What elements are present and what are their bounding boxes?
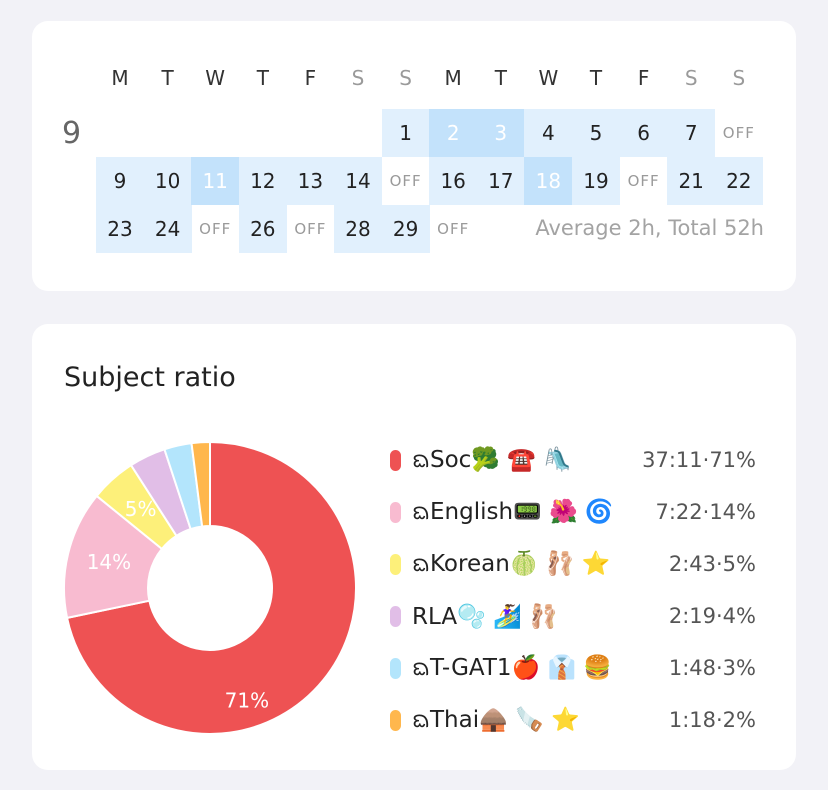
- subject-name: ᨳThai🛖 🪚 ⭐: [412, 706, 580, 733]
- slice-percent-label: 5%: [125, 497, 157, 521]
- legend-color-dot: [390, 657, 401, 679]
- day-cell[interactable]: 13: [286, 157, 335, 205]
- day-off-cell[interactable]: OFF: [199, 220, 232, 238]
- day-cell[interactable]: 18: [524, 157, 573, 205]
- day-cell[interactable]: 21: [667, 157, 716, 205]
- subject-time-percent: 1:48·3%: [668, 656, 756, 680]
- weekday-header: T: [589, 66, 603, 90]
- day-cell[interactable]: 4: [524, 109, 573, 157]
- subject-donut-chart: 71% 14% 5%: [63, 440, 357, 735]
- day-cell[interactable]: 19: [572, 157, 620, 205]
- day-cell[interactable]: 29: [381, 205, 430, 253]
- subject-time-percent: 37:11·71%: [642, 448, 756, 472]
- day-cell[interactable]: 23: [96, 205, 144, 253]
- weekday-header: T: [494, 66, 507, 90]
- legend-item[interactable]: RLA🫧 🏄‍♀️ 🩰 2:19·4%: [390, 596, 756, 636]
- day-off-cell[interactable]: OFF: [389, 172, 422, 190]
- day-cell[interactable]: 3: [476, 109, 525, 157]
- day-cell[interactable]: 9: [96, 157, 144, 205]
- day-cell[interactable]: 1: [381, 109, 430, 157]
- weekday-header: S: [351, 66, 365, 90]
- day-cell[interactable]: 10: [143, 157, 192, 205]
- weekday-header: F: [637, 66, 650, 90]
- month-label: 9: [62, 116, 82, 151]
- weekday-header: S: [732, 66, 746, 90]
- weekday-header: M: [111, 66, 129, 90]
- weekday-header: W: [205, 66, 226, 90]
- study-summary: Average 2h, Total 52h: [535, 216, 764, 240]
- weekday-header: T: [256, 66, 269, 90]
- day-cell[interactable]: 16: [429, 157, 478, 205]
- day-cell[interactable]: 6: [619, 109, 668, 157]
- subject-name: ᨳT-GAT1🍎 👔 🍔: [412, 654, 613, 681]
- day-off-cell[interactable]: OFF: [627, 172, 660, 190]
- subject-time-percent: 7:22·14%: [655, 500, 756, 524]
- day-cell[interactable]: 11: [191, 157, 240, 205]
- weekday-header: W: [538, 66, 559, 90]
- legend-color-dot: [390, 553, 401, 575]
- legend-item[interactable]: ᨳT-GAT1🍎 👔 🍔 1:48·3%: [390, 648, 756, 688]
- day-cell[interactable]: 14: [334, 157, 382, 205]
- subject-ratio-title: Subject ratio: [64, 362, 236, 393]
- legend-color-dot: [390, 501, 401, 523]
- subject-name: ᨳSoc🥦 ☎️ 🛝: [412, 446, 572, 473]
- day-off-cell[interactable]: OFF: [294, 220, 327, 238]
- day-cell[interactable]: 17: [476, 157, 525, 205]
- weekday-header: F: [304, 66, 317, 90]
- legend-color-dot: [390, 605, 401, 627]
- weekday-header: T: [161, 66, 174, 90]
- donut-slice: [65, 440, 357, 735]
- legend-item[interactable]: ᨳKorean🍈 🩰 ⭐ 2:43·5%: [390, 544, 756, 584]
- day-off-cell[interactable]: OFF: [722, 124, 755, 142]
- legend-item[interactable]: ᨳSoc🥦 ☎️ 🛝 37:11·71%: [390, 440, 756, 480]
- day-cell[interactable]: 24: [143, 205, 192, 253]
- subject-name: RLA🫧 🏄‍♀️ 🩰: [412, 603, 558, 630]
- legend-item[interactable]: ᨳEnglish📟 🌺 🌀 7:22·14%: [390, 492, 756, 532]
- day-cell[interactable]: 26: [238, 205, 287, 253]
- subject-time-percent: 2:43·5%: [668, 552, 756, 576]
- day-cell[interactable]: 7: [667, 109, 716, 157]
- day-cell[interactable]: 2: [429, 109, 478, 157]
- weekday-header: M: [444, 66, 462, 90]
- legend-color-dot: [390, 709, 401, 731]
- weekday-header: S: [399, 66, 412, 90]
- day-off-cell[interactable]: OFF: [437, 220, 470, 238]
- slice-percent-label: 71%: [225, 689, 269, 713]
- subject-time-percent: 1:18·2%: [668, 708, 756, 732]
- day-cell[interactable]: 5: [572, 109, 620, 157]
- day-cell[interactable]: 28: [334, 205, 382, 253]
- subject-time-percent: 2:19·4%: [668, 604, 756, 628]
- day-cell[interactable]: 12: [238, 157, 287, 205]
- donut-slice: [190, 440, 211, 528]
- subject-name: ᨳKorean🍈 🩰 ⭐: [412, 550, 611, 577]
- legend-item[interactable]: ᨳThai🛖 🪚 ⭐ 1:18·2%: [390, 700, 756, 740]
- subject-name: ᨳEnglish📟 🌺 🌀: [412, 498, 614, 525]
- weekday-header: S: [684, 66, 698, 90]
- legend-color-dot: [390, 449, 401, 471]
- day-cell[interactable]: 22: [714, 157, 763, 205]
- slice-percent-label: 14%: [87, 550, 131, 574]
